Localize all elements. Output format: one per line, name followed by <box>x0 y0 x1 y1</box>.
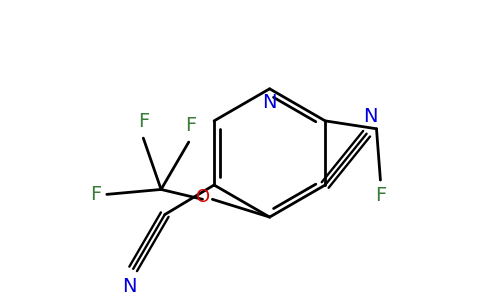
Text: O: O <box>197 188 211 206</box>
Text: N: N <box>363 107 378 126</box>
Text: N: N <box>262 93 277 112</box>
Text: F: F <box>375 186 386 205</box>
Text: F: F <box>185 116 197 135</box>
Text: N: N <box>122 277 136 296</box>
Text: F: F <box>90 185 101 204</box>
Text: F: F <box>138 112 149 131</box>
